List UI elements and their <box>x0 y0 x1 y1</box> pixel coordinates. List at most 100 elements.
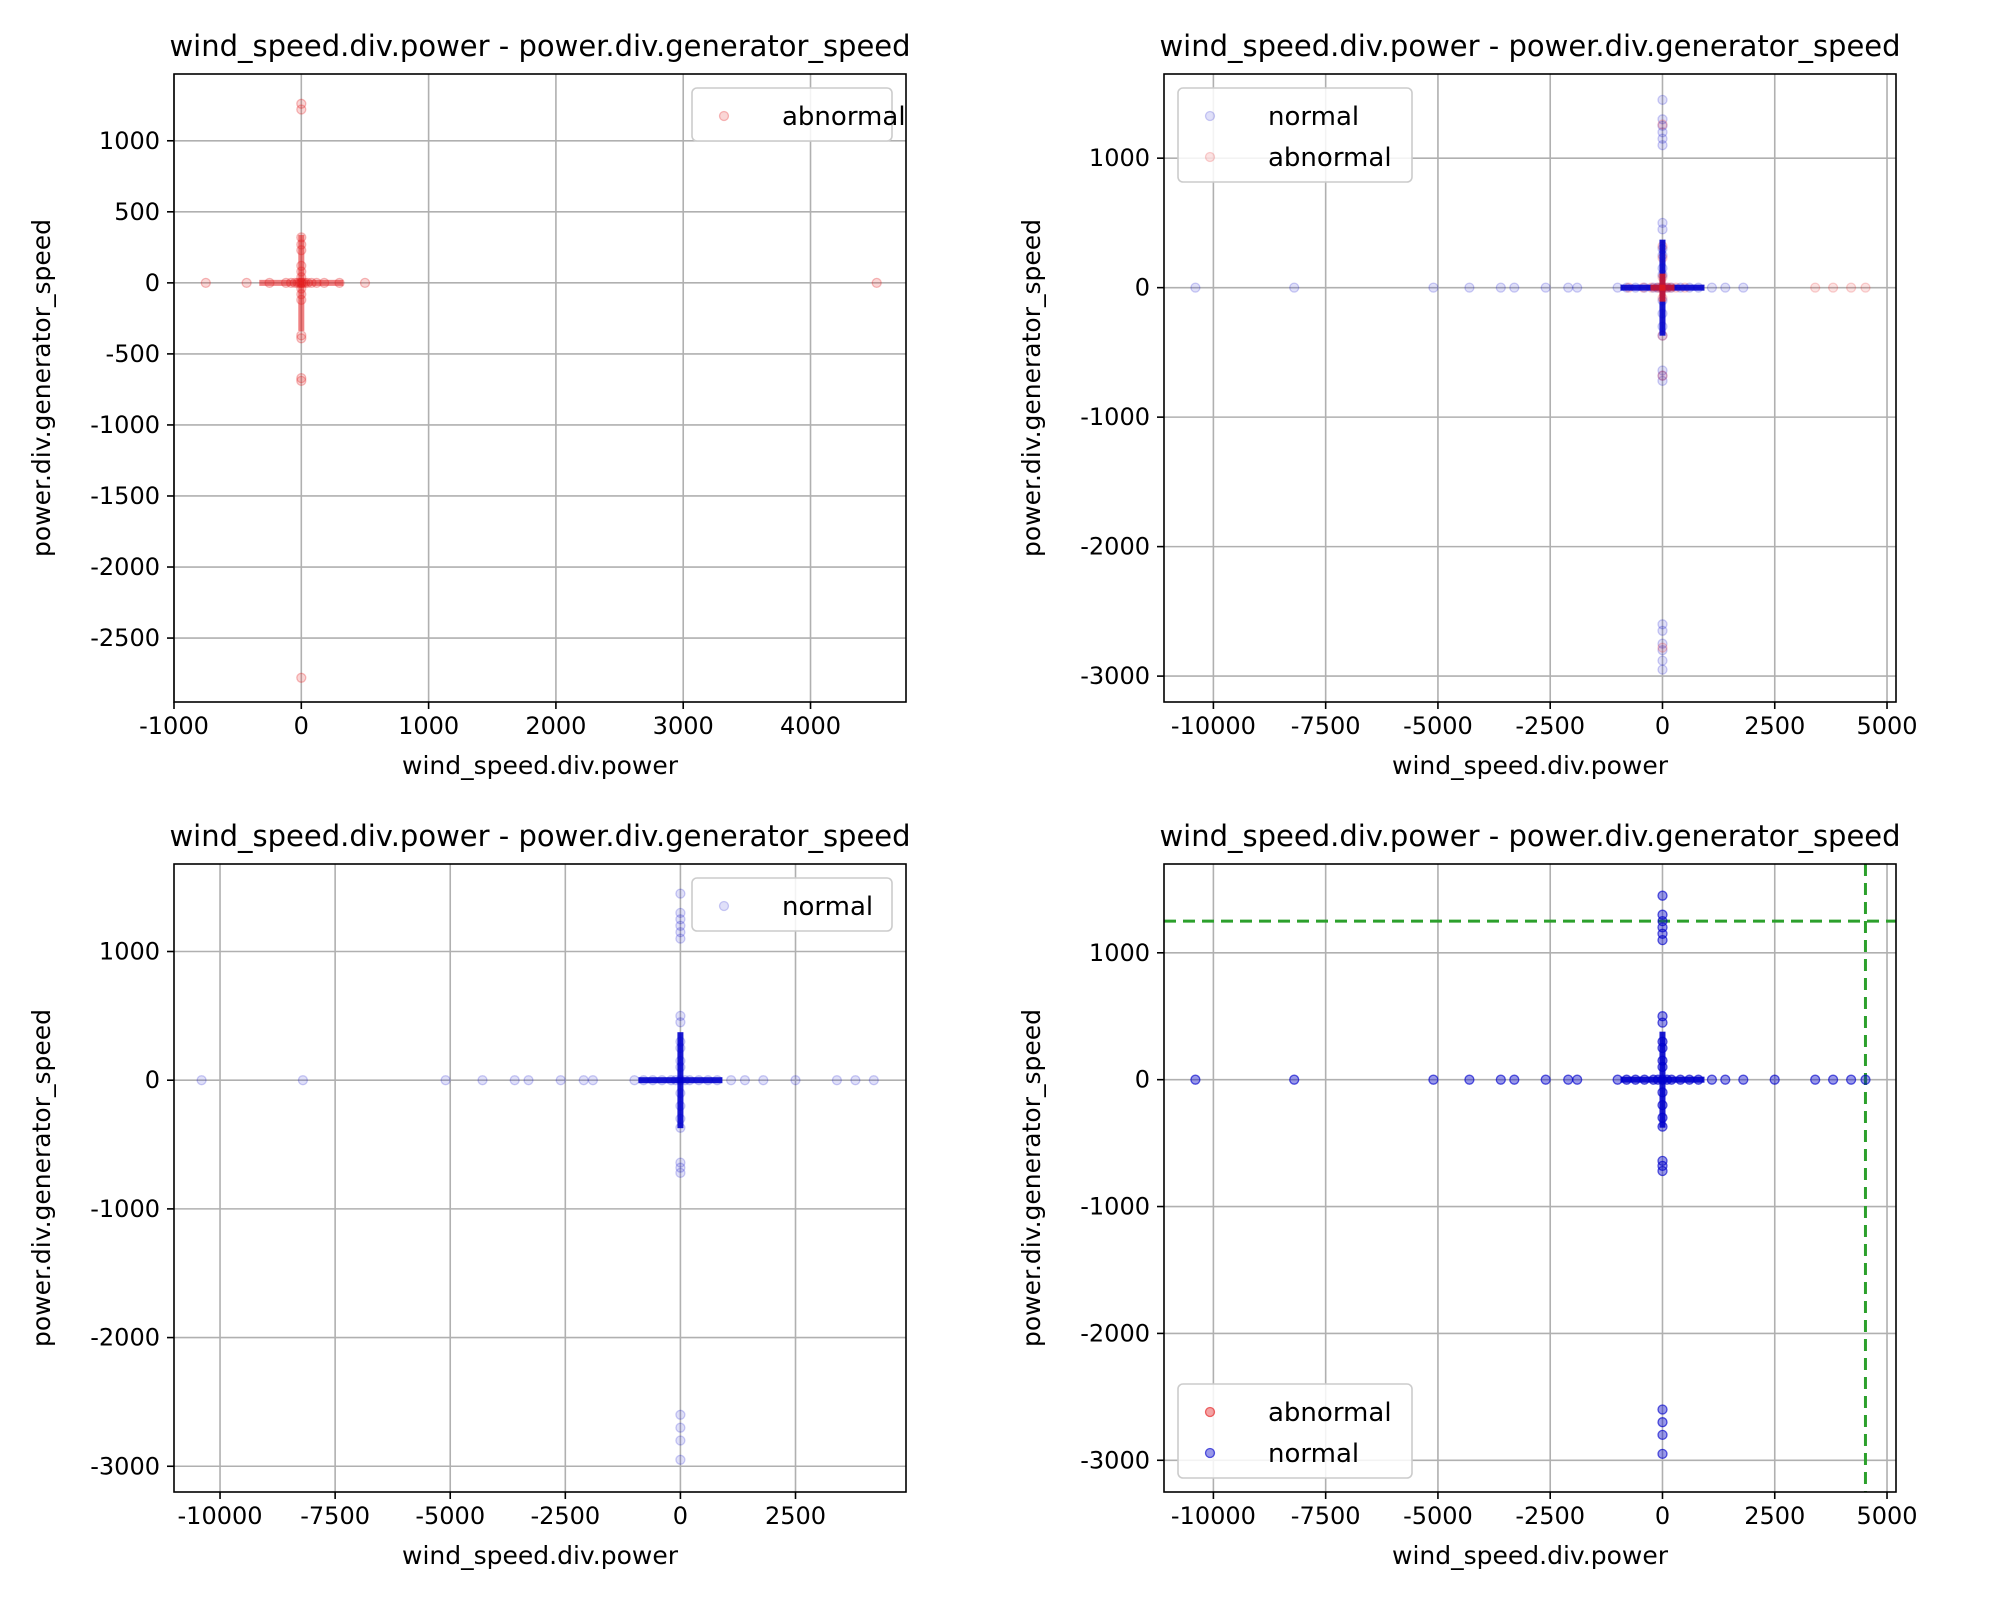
y-tick-label: -1000 <box>90 411 160 439</box>
data-point <box>1706 282 1718 293</box>
data-point <box>509 1075 520 1086</box>
y-axis-label: power.div.generator_speed <box>1017 219 1046 557</box>
data-point <box>675 907 686 919</box>
chart-panel-4: -10000 -7500 -5000 -2500 0 2500 5000-3000-2000… <box>1017 819 1918 1570</box>
y-tick-label: 1000 <box>1089 144 1150 172</box>
data-point <box>1509 1074 1520 1085</box>
data-point <box>1657 642 1668 653</box>
x-tick-label: -1000 <box>139 712 209 740</box>
x-tick-label: 0 <box>294 712 309 740</box>
x-tick-label: 2000 <box>525 712 586 740</box>
y-tick-label: -3000 <box>1080 662 1150 690</box>
x-tick-label: 0 <box>673 1502 688 1530</box>
y-tick-label: -1000 <box>1080 1193 1150 1221</box>
data-point <box>675 927 686 938</box>
legend: abnormal normal <box>1177 1383 1413 1479</box>
legend-label-normal: normal <box>1268 102 1359 132</box>
data-point <box>1769 1074 1780 1085</box>
data-point <box>1657 619 1668 630</box>
x-axis-label: wind_speed.div.power <box>402 751 679 780</box>
data-point <box>587 1075 599 1086</box>
data-point <box>1827 282 1839 293</box>
data-point <box>1827 1074 1839 1085</box>
data-point <box>1860 1074 1871 1085</box>
x-tick-label: 2500 <box>1744 1502 1805 1530</box>
x-tick-label: -7500 <box>1291 712 1361 740</box>
legend: normal <box>691 877 893 932</box>
y-tick-label: -3000 <box>90 1452 160 1480</box>
data-point <box>1657 365 1668 376</box>
dense-cluster-vertical <box>1659 1031 1666 1128</box>
y-tick-label: -2000 <box>1080 1319 1150 1347</box>
data-point <box>297 1075 309 1086</box>
data-point <box>1495 282 1506 293</box>
x-tick-label: -7500 <box>1291 1502 1361 1530</box>
data-point <box>1464 1074 1475 1085</box>
data-point <box>675 1010 686 1022</box>
x-tick-label: -5000 <box>1403 1502 1473 1530</box>
data-point <box>675 1162 686 1173</box>
legend-box <box>691 877 893 932</box>
legend-box <box>1177 1383 1413 1479</box>
y-tick-label: 1000 <box>99 938 160 966</box>
data-point <box>871 277 882 289</box>
data-point <box>1810 282 1821 293</box>
data-point <box>296 375 307 387</box>
data-point <box>1190 1074 1201 1085</box>
data-point <box>1845 282 1857 293</box>
data-point <box>1657 645 1668 656</box>
data-point <box>1657 375 1668 387</box>
y-tick-label: -1000 <box>1080 403 1150 431</box>
data-point <box>675 1157 686 1168</box>
chart-panel-2: -10000 -7500 -5000 -2500 0 2500 5000-3000-2000… <box>1017 29 1918 780</box>
data-point <box>296 372 307 384</box>
legend-label-abnormal: abnormal <box>1268 1398 1392 1428</box>
y-tick-label: -2000 <box>1080 533 1150 561</box>
plot-frame <box>1163 73 1897 703</box>
data-point <box>1509 282 1520 293</box>
data-point <box>675 888 686 899</box>
x-tick-label: -5000 <box>1403 712 1473 740</box>
data-point <box>1657 224 1668 235</box>
dense-cluster-abnormal-v <box>1659 273 1666 302</box>
data-point <box>675 920 686 931</box>
y-tick-label: 500 <box>114 198 160 226</box>
y-axis-label: power.div.generator_speed <box>27 219 56 557</box>
x-tick-label: -10000 <box>1171 712 1256 740</box>
data-point <box>675 1422 686 1433</box>
legend-marker-abnormal <box>718 110 730 122</box>
y-tick-label: -500 <box>106 340 160 368</box>
y-tick-label: 0 <box>145 1066 160 1094</box>
y-tick-label: -1000 <box>90 1195 160 1223</box>
data-point <box>1190 282 1201 293</box>
series-abnormal <box>200 98 882 683</box>
legend-box <box>1177 87 1413 183</box>
data-point <box>675 1435 686 1446</box>
data-point <box>1563 1074 1574 1085</box>
y-tick-label: 1000 <box>99 127 160 155</box>
data-point <box>1720 1074 1731 1085</box>
y-tick-label: 1000 <box>1089 939 1150 967</box>
data-point <box>675 933 686 944</box>
data-point <box>1657 934 1668 946</box>
data-point <box>1860 282 1871 293</box>
data-point <box>296 330 307 341</box>
data-point <box>1810 1074 1821 1085</box>
legend-marker-normal <box>718 900 730 912</box>
data-point <box>440 1075 451 1086</box>
data-point <box>739 1075 751 1086</box>
x-tick-label: -7500 <box>300 1502 370 1530</box>
x-tick-label: 0 <box>1655 1502 1670 1530</box>
data-point <box>1657 625 1668 636</box>
data-point <box>477 1075 488 1086</box>
data-point <box>1738 282 1749 293</box>
data-point <box>725 1075 737 1086</box>
series-normal <box>196 888 879 1465</box>
data-point <box>1706 1074 1718 1085</box>
y-tick-label: -1500 <box>90 482 160 510</box>
legend-label-normal: normal <box>1268 1439 1359 1469</box>
data-point <box>831 1075 843 1086</box>
legend-box <box>691 87 893 142</box>
data-point <box>1428 282 1439 293</box>
